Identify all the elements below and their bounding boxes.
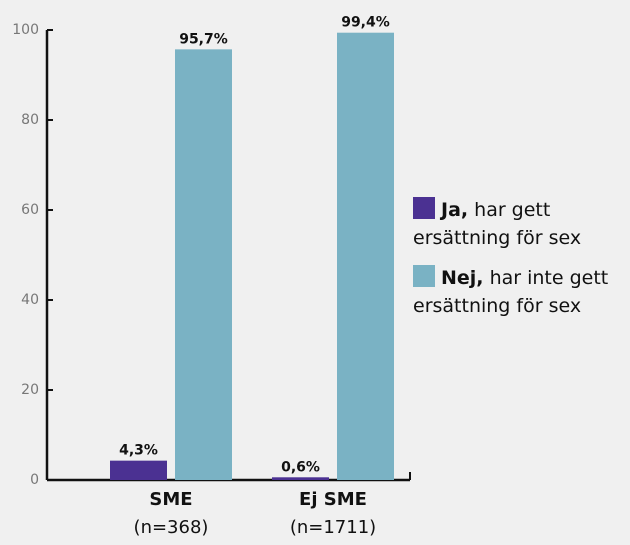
value-label: 4,3% bbox=[119, 443, 158, 459]
bar bbox=[110, 460, 167, 480]
bar bbox=[272, 477, 329, 480]
legend-label: Ja, har gett ersättning för sex bbox=[413, 199, 582, 249]
x-tick-label: Ej SME bbox=[299, 489, 367, 510]
y-tick-label: 100 bbox=[12, 22, 39, 38]
y-tick-label: 60 bbox=[21, 202, 39, 218]
legend-swatch bbox=[413, 197, 435, 219]
x-tick-label: SME bbox=[149, 489, 192, 510]
value-label: 95,7% bbox=[179, 31, 228, 47]
bar bbox=[175, 49, 232, 480]
y-tick-label: 20 bbox=[21, 382, 39, 398]
y-tick-label: 80 bbox=[21, 112, 39, 128]
legend-item: Ja, har gett ersättning för sex bbox=[413, 196, 628, 252]
legend-item: Nej, har inte gett ersättning för sex bbox=[413, 264, 628, 320]
legend-swatch bbox=[413, 265, 435, 287]
legend-label: Nej, har inte gett ersättning för sex bbox=[413, 267, 609, 317]
value-label: 0,6% bbox=[281, 459, 320, 475]
y-tick-label: 40 bbox=[21, 292, 39, 308]
x-tick-note: (n=1711) bbox=[290, 517, 376, 538]
y-tick-label: 0 bbox=[30, 472, 39, 488]
bar bbox=[337, 32, 394, 480]
legend: Ja, har gett ersättning för sex Nej, har … bbox=[413, 196, 628, 332]
value-label: 99,4% bbox=[341, 15, 390, 31]
x-tick-note: (n=368) bbox=[134, 517, 209, 538]
